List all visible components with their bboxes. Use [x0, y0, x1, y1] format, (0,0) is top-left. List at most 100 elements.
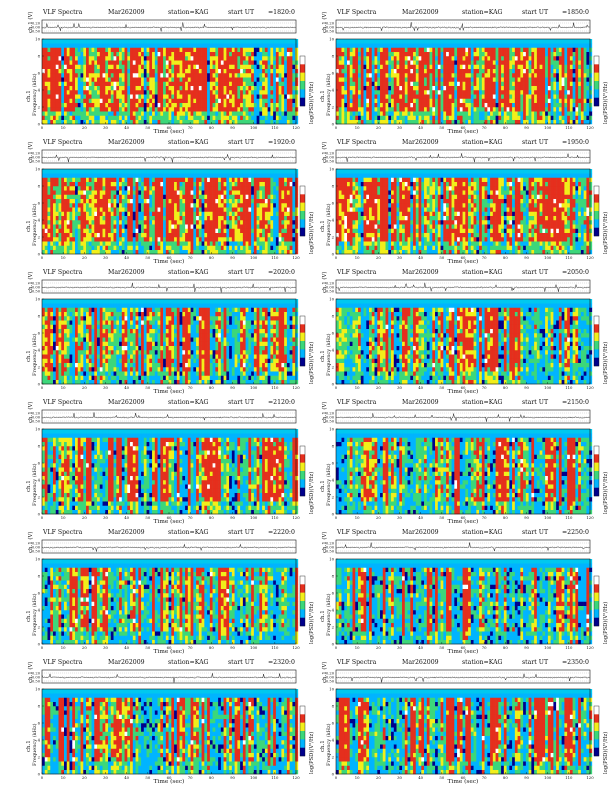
heatmap-cell [501, 56, 505, 61]
heatmap-cell [182, 94, 186, 99]
heatmap-cell [490, 60, 494, 65]
heatmap-cell [404, 68, 408, 74]
heatmap-cell [171, 73, 175, 78]
heatmap-cell [53, 207, 57, 212]
heatmap-cell [347, 43, 351, 48]
heatmap-cell [44, 51, 48, 57]
heatmap-cell [281, 73, 285, 78]
heatmap-cell [50, 186, 54, 191]
heatmap-cell [171, 224, 175, 229]
heatmap-cell [80, 215, 84, 221]
heatmap-cell [110, 51, 114, 57]
heatmap-cell [503, 85, 507, 91]
heatmap-cell [569, 77, 573, 82]
heatmap-cell [138, 60, 142, 65]
heatmap-cell [578, 107, 582, 112]
heatmap-cell [369, 60, 373, 65]
heatmap-cell [347, 77, 351, 82]
heatmap-cell [149, 190, 153, 195]
heatmap-cell [251, 85, 255, 91]
heatmap-cell [399, 73, 403, 78]
heatmap-cell [138, 211, 142, 216]
heatmap-cell [418, 81, 422, 86]
heatmap-cell [490, 115, 494, 120]
heatmap-cell [275, 81, 279, 86]
heatmap-cell [459, 90, 463, 95]
heatmap-cell [264, 56, 268, 61]
heatmap-cell [176, 207, 180, 212]
heatmap-cell [163, 177, 167, 182]
heatmap-cell [492, 115, 496, 120]
heatmap-cell [501, 60, 505, 65]
heatmap-cell [80, 211, 84, 216]
heatmap-cell [446, 73, 450, 78]
heatmap-cell [454, 60, 458, 65]
heatmap-cell [149, 211, 153, 216]
heatmap-cell [418, 111, 422, 116]
heatmap-cell [231, 111, 235, 116]
heatmap-cell [135, 111, 139, 116]
heatmap-cell [377, 115, 381, 120]
heatmap-cell [97, 181, 101, 187]
heatmap-cell [61, 169, 65, 174]
heatmap-cell [281, 47, 285, 52]
heatmap-cell [174, 249, 178, 255]
heatmap-cell [190, 98, 194, 103]
heatmap-cell [127, 119, 131, 125]
heatmap-cell [470, 56, 474, 61]
heatmap-cell [201, 85, 205, 91]
heatmap-cell [481, 85, 485, 91]
heatmap-cell [47, 194, 51, 199]
heatmap-cell [382, 73, 386, 78]
heatmap-cell [382, 94, 386, 99]
heatmap-cell [47, 102, 51, 108]
heatmap-cell [388, 43, 392, 48]
heatmap-cell [218, 81, 222, 86]
heatmap-cell [198, 39, 202, 44]
heatmap-cell [190, 186, 194, 191]
heatmap-cell [506, 85, 510, 91]
heatmap-cell [132, 186, 136, 191]
heatmap-cell [157, 107, 161, 112]
heatmap-cell [245, 111, 249, 116]
heatmap-cell [116, 232, 120, 238]
heatmap-cell [514, 51, 518, 57]
heatmap-cell [182, 220, 186, 225]
heatmap-cell [399, 115, 403, 120]
heatmap-cell [454, 47, 458, 52]
heatmap-cell [286, 39, 290, 44]
heatmap-cell [193, 181, 197, 187]
heatmap-cell [157, 85, 161, 91]
heatmap-cell [127, 245, 131, 250]
heatmap-cell [83, 98, 87, 103]
heatmap-cell [83, 224, 87, 229]
heatmap-cell [196, 245, 200, 250]
heatmap-cell [135, 60, 139, 65]
heatmap-cell [61, 224, 65, 229]
heatmap-cell [207, 73, 211, 78]
heatmap-cell [179, 102, 183, 108]
heatmap-cell [424, 43, 428, 48]
heatmap-cell [61, 73, 65, 78]
heatmap-cell [146, 85, 150, 91]
heatmap-cell [432, 73, 436, 78]
heatmap-cell [187, 173, 191, 178]
heatmap-cell [385, 115, 389, 120]
heatmap-cell [385, 56, 389, 61]
heatmap-cell [113, 181, 117, 187]
heatmap-cell [116, 194, 120, 199]
heatmap-cell [168, 215, 172, 221]
heatmap-cell [377, 68, 381, 74]
heatmap-cell [61, 190, 65, 195]
heatmap-cell [509, 90, 513, 95]
heatmap-cell [135, 47, 139, 52]
heatmap-cell [366, 119, 370, 125]
heatmap-cell [385, 60, 389, 65]
heatmap-cell [503, 111, 507, 116]
heatmap-cell [231, 119, 235, 125]
heatmap-cell [212, 60, 216, 65]
heatmap-cell [149, 173, 153, 178]
heatmap-cell [295, 81, 299, 86]
heatmap-cell [77, 51, 81, 57]
heatmap-cell [528, 77, 532, 82]
